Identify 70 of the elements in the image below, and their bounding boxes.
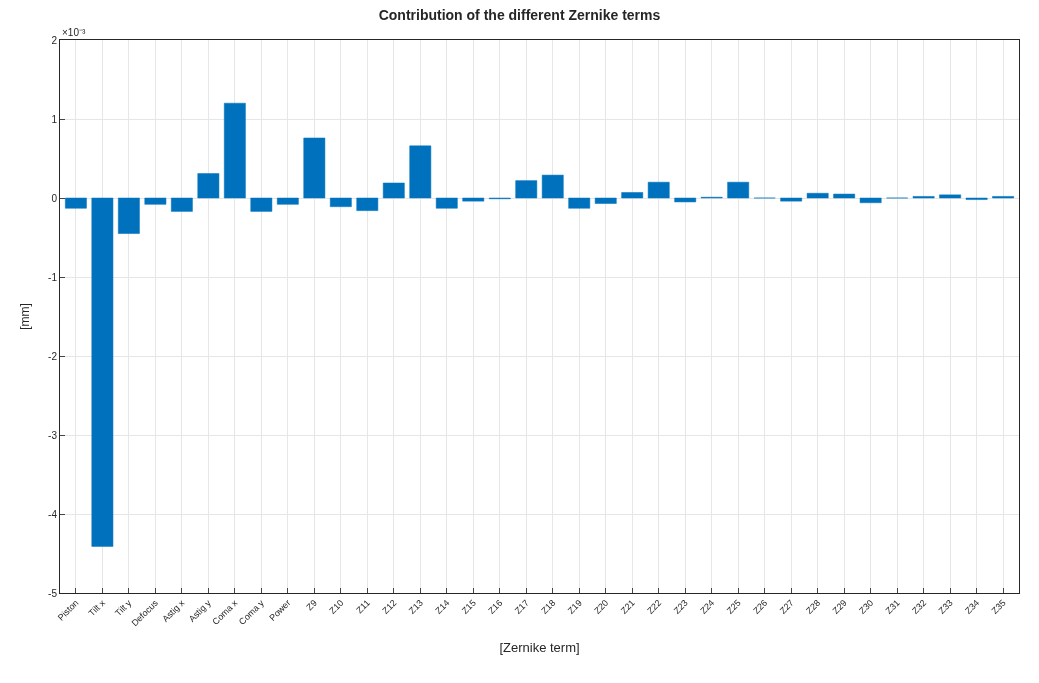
y-tick-label: 2 bbox=[51, 34, 58, 46]
x-tick-label: Tilt x bbox=[86, 597, 108, 619]
x-tick-label: Tilt y bbox=[113, 597, 134, 619]
x-tick-label: Z14 bbox=[433, 597, 452, 616]
bar bbox=[541, 174, 564, 199]
x-tick-label: Z22 bbox=[645, 597, 664, 616]
x-tick-label: Z12 bbox=[380, 597, 399, 616]
bar bbox=[621, 192, 644, 199]
x-tick-label: Z17 bbox=[512, 597, 531, 616]
x-tick-label: Z30 bbox=[857, 597, 876, 616]
bar bbox=[303, 137, 326, 199]
y-tick-label: -5 bbox=[48, 587, 58, 599]
x-tick-label: Z20 bbox=[592, 597, 611, 616]
x-tick-label: Z34 bbox=[963, 597, 982, 616]
y-axis-title: [mm] bbox=[18, 303, 33, 330]
y-tick-label: -4 bbox=[48, 508, 58, 520]
bar bbox=[197, 173, 220, 199]
bar bbox=[727, 181, 750, 199]
chart-title: Contribution of the different Zernike terms bbox=[378, 7, 661, 24]
bar bbox=[594, 197, 617, 204]
bar bbox=[859, 197, 882, 203]
bar bbox=[462, 197, 485, 202]
y-tick-label: -1 bbox=[48, 271, 58, 283]
bar bbox=[144, 197, 167, 205]
x-tick-label: Z28 bbox=[804, 597, 823, 616]
x-tick-label: Z19 bbox=[565, 597, 584, 616]
x-tick-label: Z23 bbox=[671, 597, 690, 616]
bar bbox=[674, 197, 697, 203]
bar bbox=[250, 197, 273, 212]
x-tick-label: Z35 bbox=[989, 597, 1008, 616]
x-tick-label: Z26 bbox=[751, 597, 770, 616]
bar bbox=[329, 197, 352, 207]
x-tick-label: Z13 bbox=[406, 597, 425, 616]
bar bbox=[435, 197, 458, 209]
bar bbox=[91, 197, 114, 547]
bar bbox=[568, 197, 591, 209]
bar bbox=[276, 197, 299, 205]
bar bbox=[171, 197, 193, 212]
bar bbox=[118, 197, 140, 234]
bar bbox=[382, 182, 405, 199]
y-tick-label: 0 bbox=[51, 192, 58, 204]
x-tick-label: Z33 bbox=[936, 597, 955, 616]
bar bbox=[409, 145, 432, 199]
bar bbox=[939, 194, 961, 199]
x-tick-label: Z9 bbox=[304, 597, 319, 613]
x-tick-label: Z29 bbox=[830, 597, 849, 616]
x-tick-label: Z31 bbox=[883, 597, 902, 616]
y-tick-label: -3 bbox=[48, 429, 58, 441]
bar bbox=[515, 180, 538, 199]
bar bbox=[65, 197, 87, 209]
x-tick-label: Z11 bbox=[354, 597, 372, 616]
bar bbox=[806, 193, 829, 199]
x-tick-label: Z25 bbox=[724, 597, 743, 616]
bar bbox=[780, 197, 803, 202]
y-tick-label: -2 bbox=[48, 350, 58, 362]
text: ×10⁻³ bbox=[62, 27, 86, 38]
x-tick-label: Z18 bbox=[539, 597, 558, 616]
bar bbox=[647, 181, 670, 199]
x-tick-label: Z21 bbox=[618, 597, 637, 616]
x-axis-title: [Zernike term] bbox=[499, 639, 580, 655]
x-tick-label: Z24 bbox=[698, 597, 717, 616]
bar bbox=[833, 193, 855, 199]
x-tick-label: Z15 bbox=[459, 597, 478, 616]
x-tick-label: Z27 bbox=[777, 597, 796, 616]
x-tick-label: Z10 bbox=[327, 597, 346, 616]
y-tick-label: 1 bbox=[51, 113, 58, 125]
x-tick-label: Z16 bbox=[486, 597, 505, 616]
bar bbox=[224, 102, 246, 199]
x-tick-label: Z32 bbox=[910, 597, 929, 616]
bar bbox=[356, 197, 379, 211]
